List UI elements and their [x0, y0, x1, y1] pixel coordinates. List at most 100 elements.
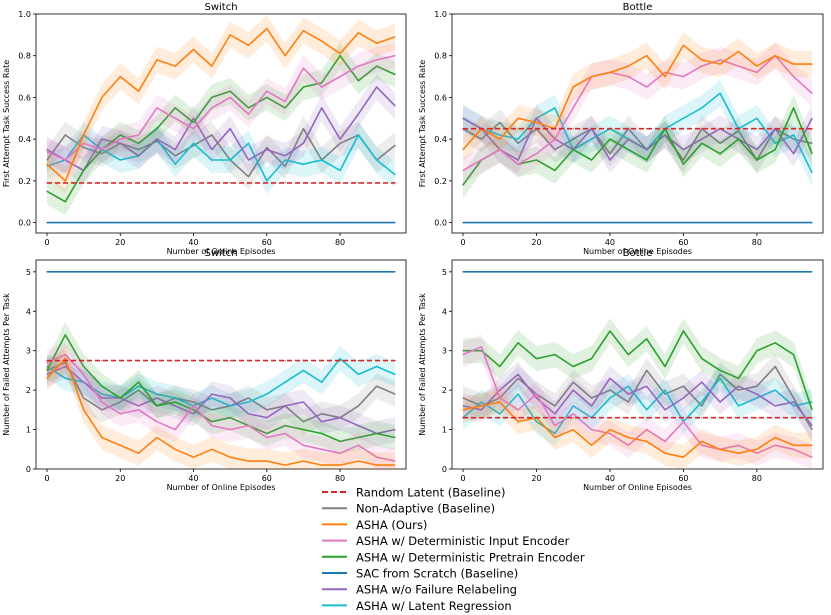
data-point-sac-from-scratch-baseline	[591, 271, 593, 273]
y-tick-label: 0.4	[18, 135, 31, 144]
data-point-asha-w-o-failure-relabeling	[480, 409, 482, 411]
data-point-asha-w-latent-regression	[719, 92, 721, 94]
data-point-non-adaptive-baseline	[517, 142, 519, 144]
data-point-asha-w-deterministic-input-encoder	[266, 90, 268, 92]
data-point-asha-w-o-failure-relabeling	[376, 86, 378, 88]
data-point-asha-ours	[119, 444, 121, 446]
legend-label: ASHA w/ Deterministic Input Encoder	[356, 534, 570, 548]
data-point-asha-ours	[211, 65, 213, 67]
data-point-asha-ours	[266, 460, 268, 462]
data-point-non-adaptive-baseline	[101, 153, 103, 155]
data-point-asha-ours	[774, 55, 776, 57]
data-point-random-latent-baseline	[266, 360, 268, 362]
data-point-sac-from-scratch-baseline	[480, 271, 482, 273]
y-axis-label: First Attempt Task Success Rate	[2, 60, 11, 187]
data-point-non-adaptive-baseline	[793, 397, 795, 399]
data-point-non-adaptive-baseline	[211, 409, 213, 411]
series-group	[46, 270, 396, 469]
data-point-sac-from-scratch-baseline	[156, 222, 158, 224]
data-point-asha-ours	[339, 464, 341, 466]
data-point-non-adaptive-baseline	[480, 138, 482, 140]
data-point-sac-from-scratch-baseline	[83, 222, 85, 224]
y-tick-label: 0.8	[434, 52, 447, 61]
data-point-random-latent-baseline	[101, 360, 103, 362]
data-point-random-latent-baseline	[793, 128, 795, 130]
data-point-asha-w-deterministic-input-encoder	[682, 76, 685, 78]
series-line-asha-w-latent-regression	[46, 134, 396, 182]
data-point-asha-w-deterministic-input-encoder	[682, 421, 685, 423]
data-point-asha-w-deterministic-pretrain-encoder	[774, 342, 776, 344]
data-point-asha-w-deterministic-pretrain-encoder	[46, 369, 48, 371]
data-point-asha-w-deterministic-input-encoder	[101, 149, 103, 151]
data-point-asha-ours	[793, 63, 795, 65]
data-point-asha-w-o-failure-relabeling	[554, 413, 556, 415]
data-point-asha-w-deterministic-input-encoder	[64, 159, 66, 161]
data-point-random-latent-baseline	[719, 128, 721, 130]
data-point-asha-w-deterministic-pretrain-encoder	[83, 169, 85, 171]
y-tick-label: 0.0	[18, 219, 31, 228]
data-point-asha-ours	[499, 401, 501, 403]
data-point-sac-from-scratch-baseline	[394, 271, 396, 273]
data-point-asha-w-o-failure-relabeling	[174, 405, 176, 407]
data-point-asha-w-deterministic-input-encoder	[480, 346, 482, 348]
data-point-asha-w-latent-regression	[499, 413, 501, 415]
data-point-non-adaptive-baseline	[609, 153, 611, 155]
data-point-asha-ours	[701, 59, 703, 61]
data-point-asha-w-latent-regression	[609, 397, 611, 399]
data-point-sac-from-scratch-baseline	[119, 222, 121, 224]
data-point-sac-from-scratch-baseline	[339, 222, 341, 224]
data-point-asha-ours	[719, 63, 721, 65]
chart-title: Bottle	[623, 248, 653, 259]
data-point-asha-w-latent-regression	[664, 389, 666, 391]
data-point-asha-w-o-failure-relabeling	[793, 153, 795, 155]
data-point-non-adaptive-baseline	[192, 401, 195, 403]
data-point-random-latent-baseline	[627, 417, 629, 419]
data-point-asha-w-deterministic-input-encoder	[664, 71, 666, 73]
data-point-sac-from-scratch-baseline	[701, 271, 703, 273]
y-axis-label: First Attempt Task Success Rate	[418, 60, 427, 187]
data-point-asha-w-deterministic-input-encoder	[535, 393, 538, 395]
data-point-asha-w-o-failure-relabeling	[101, 138, 103, 140]
data-point-asha-w-latent-regression	[499, 134, 501, 136]
data-point-asha-w-latent-regression	[302, 369, 304, 371]
data-point-random-latent-baseline	[701, 128, 703, 130]
data-point-sac-from-scratch-baseline	[266, 222, 268, 224]
data-point-asha-w-deterministic-pretrain-encoder	[535, 159, 538, 161]
data-point-sac-from-scratch-baseline	[211, 222, 213, 224]
series-line-non-adaptive-baseline	[46, 361, 396, 423]
data-point-asha-w-o-failure-relabeling	[756, 149, 758, 151]
data-point-asha-w-latent-regression	[156, 393, 158, 395]
data-point-sac-from-scratch-baseline	[376, 222, 378, 224]
data-point-asha-w-o-failure-relabeling	[517, 159, 519, 161]
legend-entry: ASHA (Ours)	[322, 518, 427, 532]
data-point-asha-w-deterministic-pretrain-encoder	[394, 73, 396, 76]
data-point-asha-w-o-failure-relabeling	[266, 149, 268, 151]
x-tick-label: 20	[531, 238, 541, 247]
data-point-sac-from-scratch-baseline	[247, 271, 250, 273]
data-point-asha-w-latent-regression	[774, 389, 776, 391]
data-point-asha-w-o-failure-relabeling	[247, 413, 250, 415]
data-point-asha-w-o-failure-relabeling	[321, 421, 323, 423]
data-point-asha-w-latent-regression	[138, 385, 140, 387]
x-axis-label: Number of Online Episodes	[583, 483, 692, 492]
data-point-asha-w-deterministic-input-encoder	[46, 361, 48, 364]
data-point-asha-w-latent-regression	[646, 409, 648, 411]
data-point-sac-from-scratch-baseline	[192, 222, 195, 224]
data-point-asha-w-o-failure-relabeling	[609, 377, 611, 379]
data-point-random-latent-baseline	[572, 417, 574, 419]
data-point-asha-w-o-failure-relabeling	[339, 417, 341, 419]
data-point-asha-w-deterministic-input-encoder	[517, 163, 519, 165]
data-point-asha-w-deterministic-pretrain-encoder	[756, 350, 758, 352]
data-point-asha-w-deterministic-input-encoder	[229, 96, 231, 98]
data-point-random-latent-baseline	[156, 182, 158, 184]
data-point-asha-ours	[156, 436, 158, 439]
data-point-sac-from-scratch-baseline	[737, 222, 740, 224]
data-point-asha-w-deterministic-pretrain-encoder	[357, 436, 359, 439]
data-point-asha-w-latent-regression	[737, 405, 740, 407]
data-point-asha-w-latent-regression	[701, 401, 703, 403]
x-tick-label: 0	[44, 474, 49, 483]
data-point-sac-from-scratch-baseline	[357, 222, 359, 224]
data-point-asha-w-deterministic-input-encoder	[284, 432, 286, 435]
data-point-asha-w-deterministic-pretrain-encoder	[756, 159, 758, 161]
data-point-random-latent-baseline	[609, 417, 611, 419]
